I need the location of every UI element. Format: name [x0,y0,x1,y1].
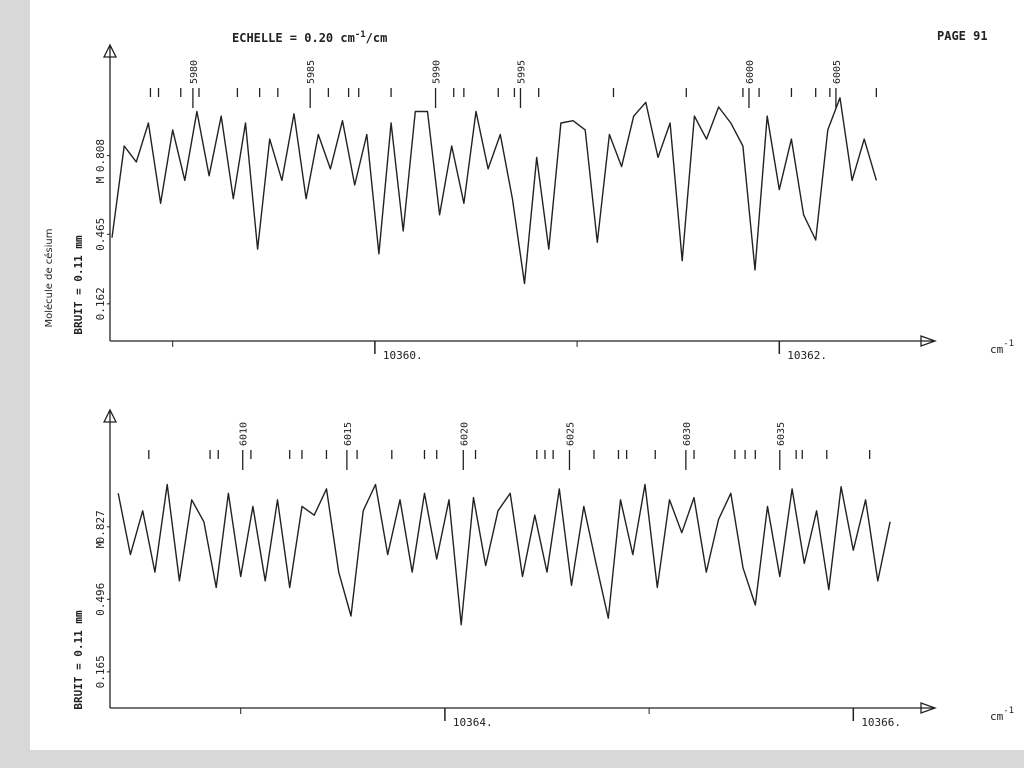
x-unit-sup: -1 [1003,706,1014,716]
x-tick-label: 10364. [453,716,493,729]
y-axis-arrow [102,43,118,58]
y-tick-label: 0.808 [94,139,107,172]
line-marker-label: 6035 [776,422,787,446]
y-axis-arrow [102,408,118,423]
page-number: PAGE 91 [937,29,988,43]
y-tick-label: 0.496 [94,583,107,616]
line-marker-label: 5985 [306,60,317,84]
marker-label: M [94,541,107,548]
line-marker-label: 6000 [745,60,756,84]
scale-suffix: /cm [366,31,388,45]
x-tick-label: 10360. [383,349,423,362]
y-tick-label: 0.827 [94,510,107,543]
line-marker-label: 5995 [516,60,527,84]
y-tick-label: 0.165 [94,655,107,688]
line-marker-label: 5990 [432,60,443,84]
scale-sup: -1 [355,30,366,40]
spectrum-line [117,483,891,626]
line-marker-label: 6020 [459,422,470,446]
molecule-label: Molécule de césium [43,228,55,327]
line-marker-label: 6010 [239,422,250,446]
scale-text: ECHELLE = 0.20 cm [232,31,355,45]
x-unit-base: cm [990,343,1004,356]
line-marker-label: 5980 [189,60,200,84]
spectrum-line [111,97,878,285]
x-tick-label: 10366. [861,716,901,729]
line-marker-label: 6025 [565,422,576,446]
y-tick-label: 0.465 [94,218,107,251]
paper [30,0,1024,750]
marker-label: M [94,176,107,183]
noise-label: BRUIT = 0.11 mm [72,235,85,335]
y-tick-label: 0.162 [94,287,107,320]
x-axis-arrow [920,702,937,714]
x-tick-label: 10362. [787,349,827,362]
line-marker-label: 6005 [832,60,843,84]
x-unit: cm-1 [990,339,1014,356]
noise-label: BRUIT = 0.11 mm [72,610,85,710]
scale-label: ECHELLE = 0.20 cm-1/cm [232,30,387,45]
x-unit: cm-1 [990,706,1014,723]
line-marker-label: 6030 [682,422,693,446]
x-unit-sup: -1 [1003,339,1014,349]
x-axis-arrow [920,335,937,347]
x-unit-base: cm [990,710,1004,723]
line-marker-label: 6015 [343,422,354,446]
